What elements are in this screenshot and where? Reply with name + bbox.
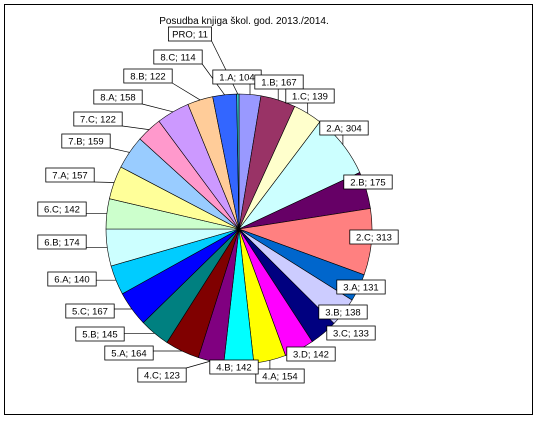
- data-label-box: [167, 26, 212, 42]
- data-label-3c: 3.C; 133: [333, 329, 369, 340]
- leader-line: [94, 181, 115, 183]
- chart-title: Posudba knjiga škol. god. 2013./2014.: [159, 16, 329, 27]
- data-label-6b: 6.B; 174: [44, 238, 79, 249]
- data-label-5a: 5.A; 164: [111, 349, 146, 360]
- data-label-box: [318, 304, 368, 320]
- data-label-box: [286, 346, 336, 362]
- data-label-pro: PRO; 11: [172, 30, 208, 41]
- data-label-box: [254, 74, 304, 90]
- data-label-4a: 4.A; 154: [262, 372, 297, 383]
- data-label-8a: 8.A; 158: [100, 93, 135, 104]
- data-label-6c: 6.C; 142: [44, 205, 80, 216]
- leader-line: [186, 360, 211, 369]
- data-label-box: [93, 89, 143, 105]
- data-label-2a: 2.A; 304: [326, 124, 361, 135]
- leader-line: [211, 40, 239, 95]
- data-label-8c: 8.C; 114: [160, 53, 195, 64]
- data-label-7c: 7.C; 122: [80, 115, 116, 126]
- data-label-box: [153, 49, 203, 65]
- data-label-box: [75, 326, 125, 342]
- data-label-3a: 3.A; 131: [343, 283, 378, 294]
- leader-line: [172, 82, 201, 101]
- data-label-4c: 4.C; 123: [144, 371, 180, 382]
- data-label-box: [349, 229, 399, 245]
- leader-line: [110, 147, 130, 153]
- data-label-3d: 3.D; 142: [293, 350, 329, 361]
- data-label-box: [255, 368, 305, 384]
- data-label-4b: 4.B; 142: [216, 363, 251, 374]
- data-label-box: [104, 345, 154, 361]
- data-label-8b: 8.B; 122: [130, 72, 165, 83]
- data-label-box: [45, 167, 95, 183]
- data-label-box: [73, 111, 123, 127]
- data-label-2c: 2.C; 313: [356, 233, 392, 244]
- data-label-7a: 7.A; 157: [52, 171, 87, 182]
- data-label-box: [137, 367, 187, 383]
- leader-lines: [86, 40, 344, 369]
- data-labels: 1.A; 104 1.B; 167 1.C; 139 2.A; 304 2.B; 175…: [37, 26, 399, 384]
- data-label-box: [123, 68, 173, 84]
- data-label-1b: 1.B; 167: [261, 78, 296, 89]
- data-label-box: [37, 201, 87, 217]
- pie-slice-pro: [236, 93, 240, 230]
- data-label-box: [47, 271, 97, 287]
- data-label-6a: 6.A; 140: [54, 275, 89, 286]
- data-label-1a: 1.A; 104: [219, 73, 254, 84]
- pie-slices: [105, 93, 373, 365]
- data-label-box: [285, 88, 335, 104]
- data-label-5c: 5.C; 167: [72, 307, 108, 318]
- leader-line: [142, 103, 173, 113]
- data-label-box: [319, 120, 369, 136]
- data-label-5b: 5.B; 145: [82, 330, 117, 341]
- data-label-box: [209, 359, 259, 375]
- data-label-box: [37, 234, 87, 250]
- data-label-3b: 3.B; 138: [325, 308, 360, 319]
- data-label-box: [65, 303, 115, 319]
- data-label-7b: 7.B; 159: [68, 137, 103, 148]
- data-label-box: [336, 279, 386, 295]
- data-label-2b: 2.B; 175: [350, 178, 385, 189]
- data-label-box: [61, 133, 111, 149]
- data-label-1c: 1.C; 139: [292, 92, 328, 103]
- data-label-box: [326, 325, 376, 341]
- leader-line: [122, 125, 150, 130]
- data-label-box: [343, 174, 393, 190]
